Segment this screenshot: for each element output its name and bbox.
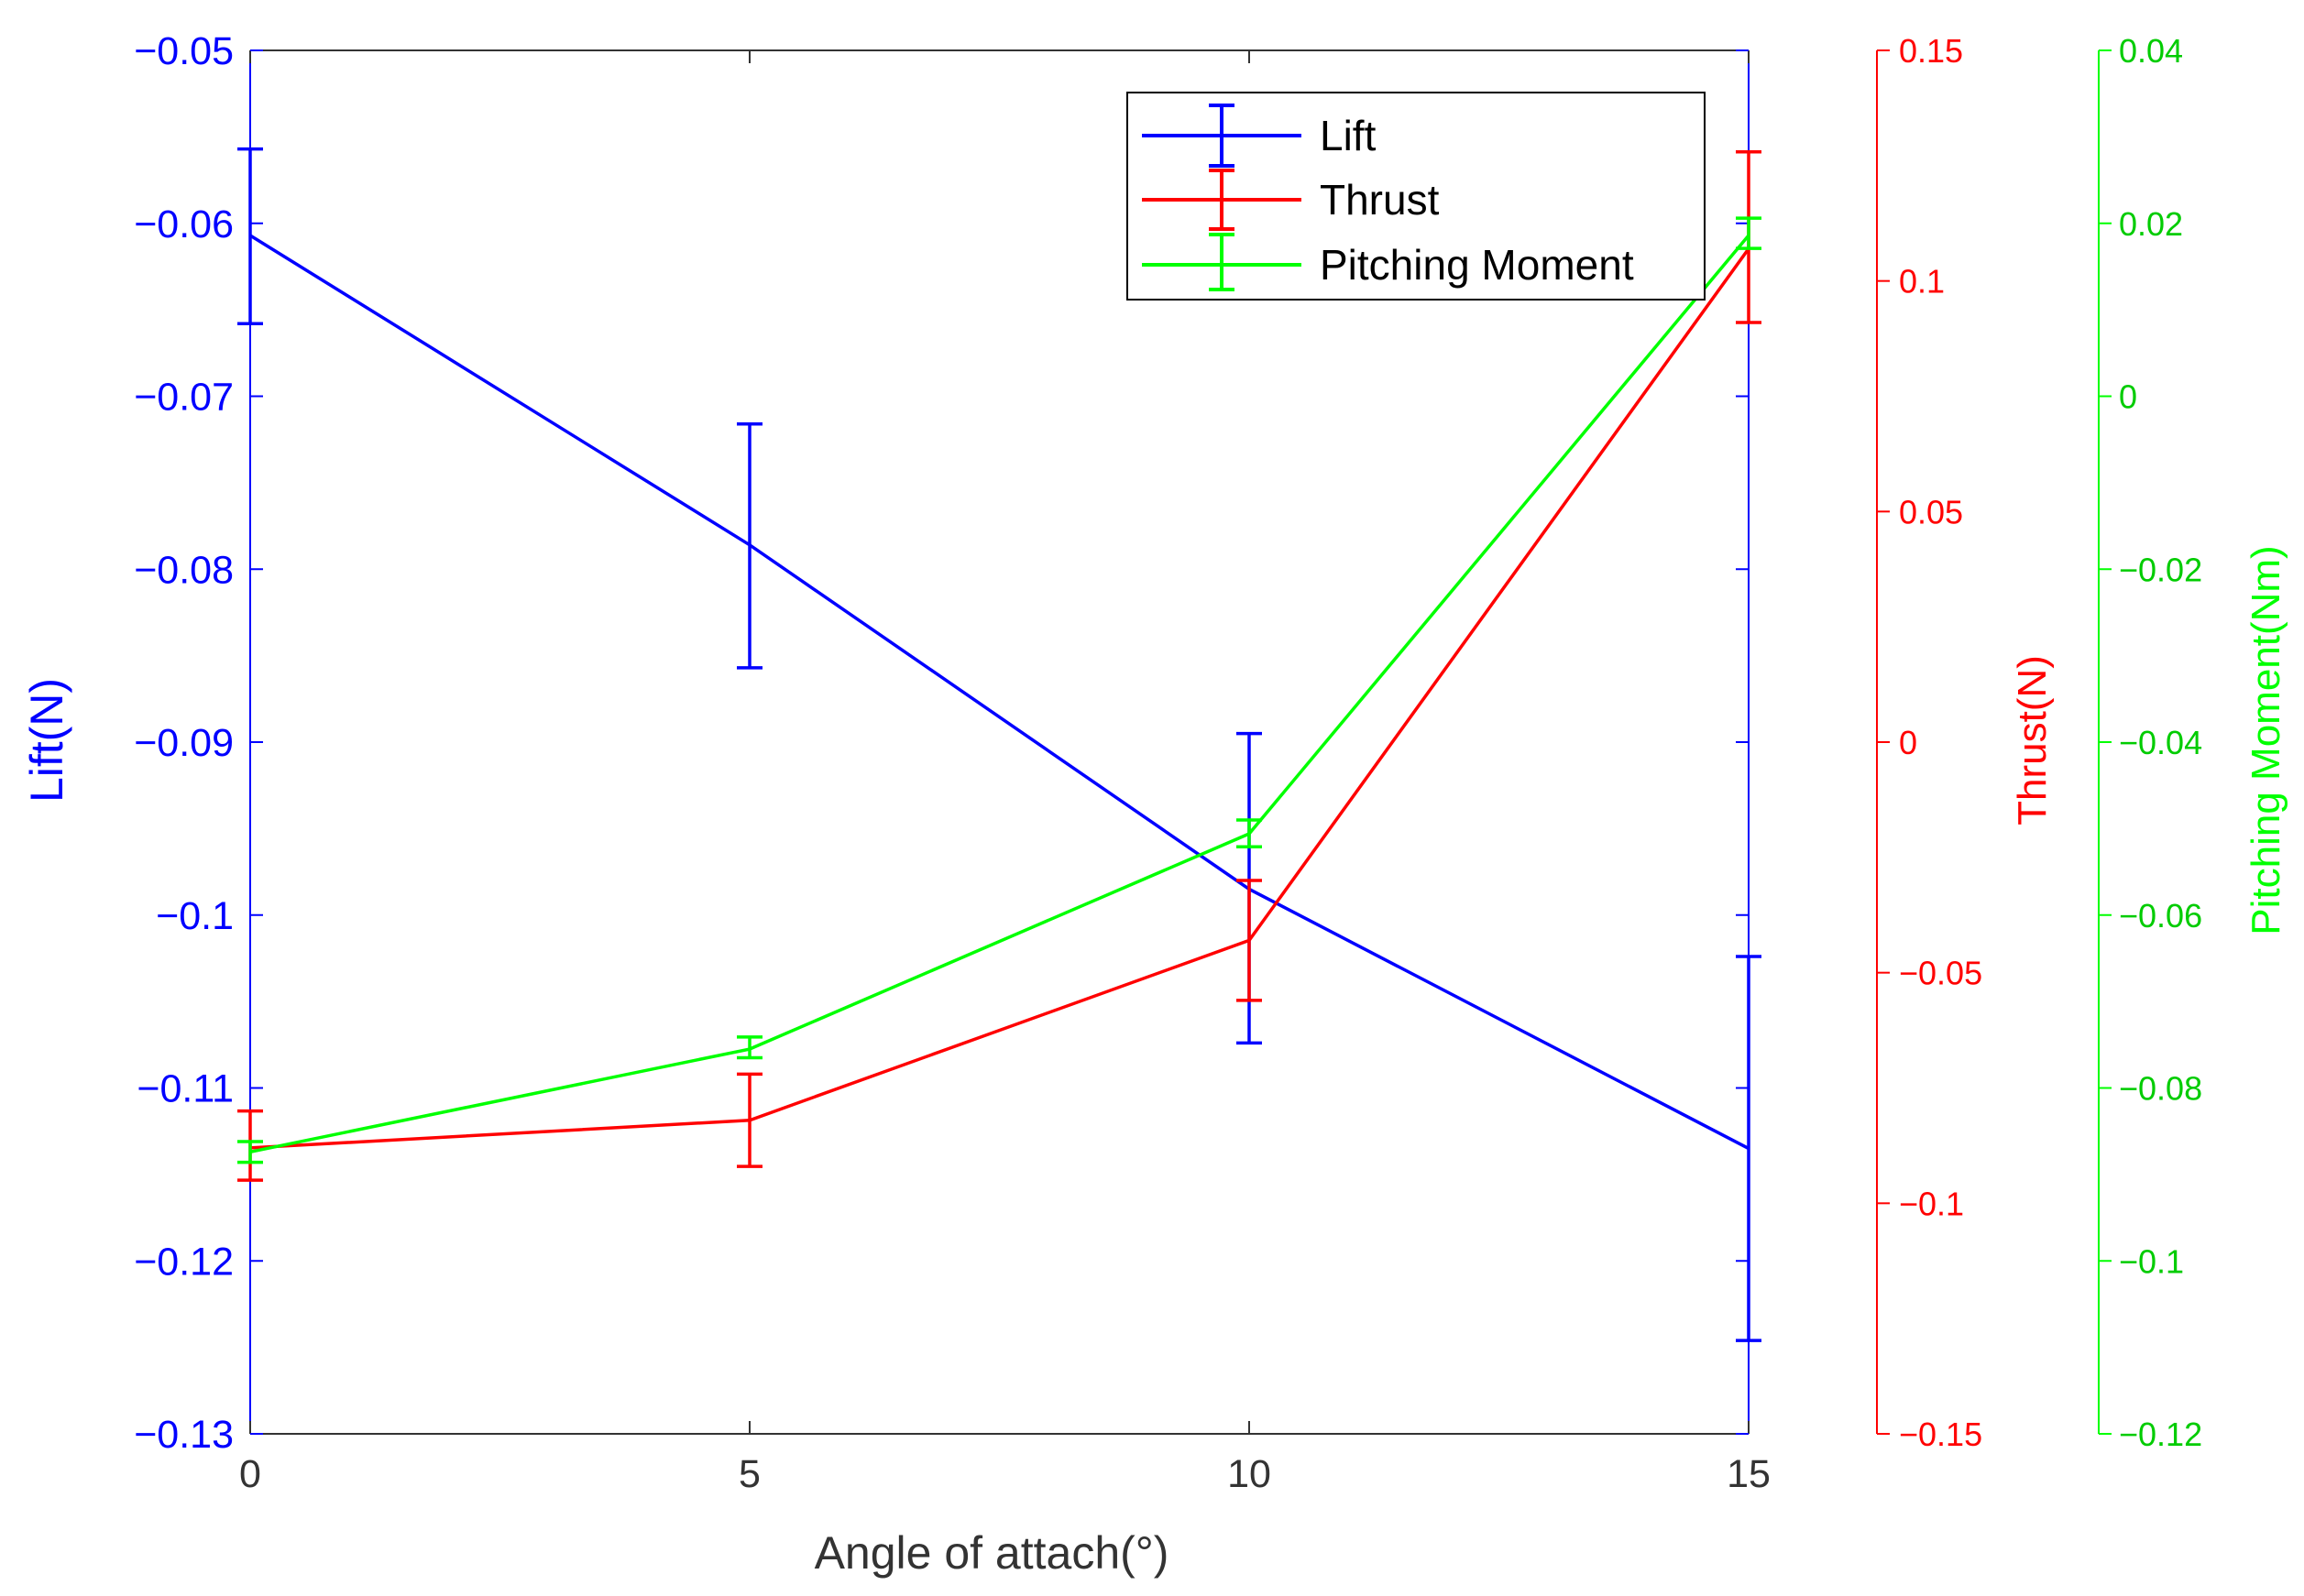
moment-tick-label: 0.04 <box>2119 32 2183 70</box>
error-bar-lift <box>1736 955 1761 1342</box>
error-bar-pitching-moment <box>237 1140 263 1164</box>
error-bar-pitching-moment <box>1236 818 1262 848</box>
legend-label-lift: Lift <box>1320 112 1377 159</box>
series-line-thrust <box>249 247 1750 1150</box>
lift-tick-label: −0.11 <box>137 1067 234 1111</box>
thrust-tick-label: 0.1 <box>1899 263 1945 301</box>
thrust-axis-label: Thrust(N) <box>2010 655 2055 825</box>
thrust-tick-label: −0.15 <box>1899 1416 1982 1453</box>
error-bar-thrust <box>1236 879 1262 1002</box>
axes-layer: 0 5 10 15 −0.05 −0.06 −0.07 −0.08 −0.09 −0.1 −0.11… <box>134 29 2202 1496</box>
lift-tick-label: −0.07 <box>134 376 234 420</box>
error-bar-thrust <box>737 1072 763 1168</box>
lift-axis-label: Lift(N) <box>21 678 72 803</box>
x-tick-label: 0 <box>239 1452 261 1496</box>
thrust-tick-label: 0.05 <box>1899 493 1963 530</box>
moment-tick-label: 0 <box>2119 378 2137 416</box>
x-tick-label: 15 <box>1727 1452 1771 1496</box>
lift-tick-label: −0.12 <box>134 1240 234 1284</box>
legend-entry-lift: Lift <box>1142 104 1377 168</box>
moment-tick-label: −0.02 <box>2119 551 2202 588</box>
thrust-tick-label: −0.05 <box>1899 955 1982 992</box>
x-tick-label: 5 <box>739 1452 761 1496</box>
error-bar-pitching-moment <box>1736 216 1761 250</box>
moment-tick-label: −0.12 <box>2119 1416 2202 1453</box>
legend-entry-pitching-moment: Pitching Moment <box>1142 233 1634 291</box>
lift-tick-label: −0.09 <box>134 721 234 765</box>
error-bar-lift <box>737 421 763 670</box>
moment-tick-label: −0.08 <box>2119 1070 2202 1108</box>
x-tick-label: 10 <box>1227 1452 1271 1496</box>
moment-tick-label: 0.02 <box>2119 205 2183 243</box>
moment-tick-label: −0.06 <box>2119 897 2202 935</box>
moment-axis-label: Pitching Moment(Nm) <box>2244 545 2288 935</box>
error-bar-pitching-moment <box>737 1035 763 1060</box>
legend-label-pitching-moment: Pitching Moment <box>1320 241 1634 289</box>
series-line-pitching-moment <box>249 234 1750 1154</box>
legend: Lift Thrust Pitching Moment <box>1126 92 1706 301</box>
moment-tick-label: −0.1 <box>2119 1242 2184 1280</box>
lift-tick-label: −0.08 <box>134 548 234 592</box>
lift-tick-label: −0.13 <box>134 1413 234 1457</box>
moment-tick-label: −0.04 <box>2119 724 2202 761</box>
thrust-tick-label: 0.15 <box>1899 32 1963 70</box>
lift-tick-label: −0.05 <box>134 29 234 73</box>
error-bar-lift <box>237 147 263 325</box>
lift-tick-label: −0.1 <box>156 894 234 938</box>
series-line-lift <box>249 234 1750 1151</box>
thrust-tick-label: −0.1 <box>1899 1185 1964 1222</box>
x-axis-label: Angle of attach(°) <box>815 1527 1169 1579</box>
legend-label-thrust: Thrust <box>1320 176 1440 224</box>
legend-entry-thrust: Thrust <box>1142 169 1440 231</box>
lift-tick-label: −0.06 <box>134 202 234 246</box>
thrust-tick-label: 0 <box>1899 724 1917 761</box>
series-layer <box>237 147 1761 1342</box>
